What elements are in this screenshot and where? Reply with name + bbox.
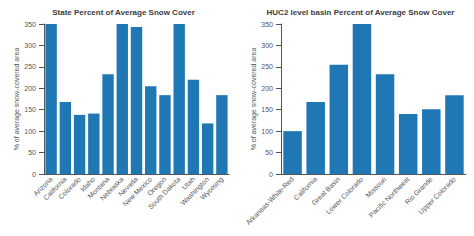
svg-text:200: 200	[24, 85, 36, 92]
svg-text:Lower Colorado: Lower Colorado	[325, 175, 365, 215]
svg-text:350: 350	[261, 21, 273, 28]
svg-text:Montana: Montana	[86, 175, 111, 200]
svg-text:HUC2 level basin Percent of Av: HUC2 level basin Percent of Average Snow…	[267, 8, 455, 17]
svg-text:Missouri: Missouri	[364, 175, 388, 199]
svg-text:Arkansas-White-Red: Arkansas-White-Red	[245, 175, 296, 226]
svg-text:New Mexico: New Mexico	[121, 175, 154, 208]
svg-text:Wyoming: Wyoming	[199, 175, 225, 201]
svg-text:% of average snow-covered area: % of average snow-covered area	[250, 48, 258, 151]
svg-text:150: 150	[261, 106, 273, 113]
svg-text:300: 300	[261, 42, 273, 49]
svg-text:South Dakota: South Dakota	[147, 175, 182, 210]
svg-text:100: 100	[261, 128, 273, 135]
svg-text:Great Basin: Great Basin	[310, 175, 342, 207]
svg-text:100: 100	[24, 128, 36, 135]
svg-text:350: 350	[24, 21, 36, 28]
svg-text:Nevada: Nevada	[117, 175, 139, 198]
svg-text:Upper Colorado: Upper Colorado	[417, 175, 458, 216]
svg-text:California: California	[292, 175, 319, 202]
svg-text:0: 0	[269, 171, 273, 178]
svg-text:California: California	[42, 175, 68, 202]
svg-text:150: 150	[24, 106, 36, 113]
svg-text:Idaho: Idaho	[79, 175, 97, 193]
svg-text:Rio Grande: Rio Grande	[403, 175, 434, 206]
svg-text:Utah: Utah	[180, 175, 196, 191]
svg-text:Colorado: Colorado	[57, 175, 83, 201]
svg-text:300: 300	[24, 42, 36, 49]
svg-text:Oregon: Oregon	[146, 175, 168, 197]
svg-text:50: 50	[28, 149, 36, 156]
svg-text:250: 250	[24, 63, 36, 70]
svg-text:50: 50	[265, 149, 273, 156]
svg-text:State Percent of Average Snow: State Percent of Average Snow Cover	[52, 8, 195, 17]
svg-text:0: 0	[32, 171, 36, 178]
svg-text:Arizona: Arizona	[31, 175, 54, 198]
svg-text:250: 250	[261, 63, 273, 70]
svg-text:Nebraska: Nebraska	[98, 175, 125, 202]
svg-text:Pacific Northwest: Pacific Northwest	[368, 175, 411, 218]
svg-text:Washington: Washington	[179, 175, 211, 207]
svg-text:200: 200	[261, 85, 273, 92]
svg-text:% of average snow-covered area: % of average snow-covered area	[13, 48, 21, 151]
